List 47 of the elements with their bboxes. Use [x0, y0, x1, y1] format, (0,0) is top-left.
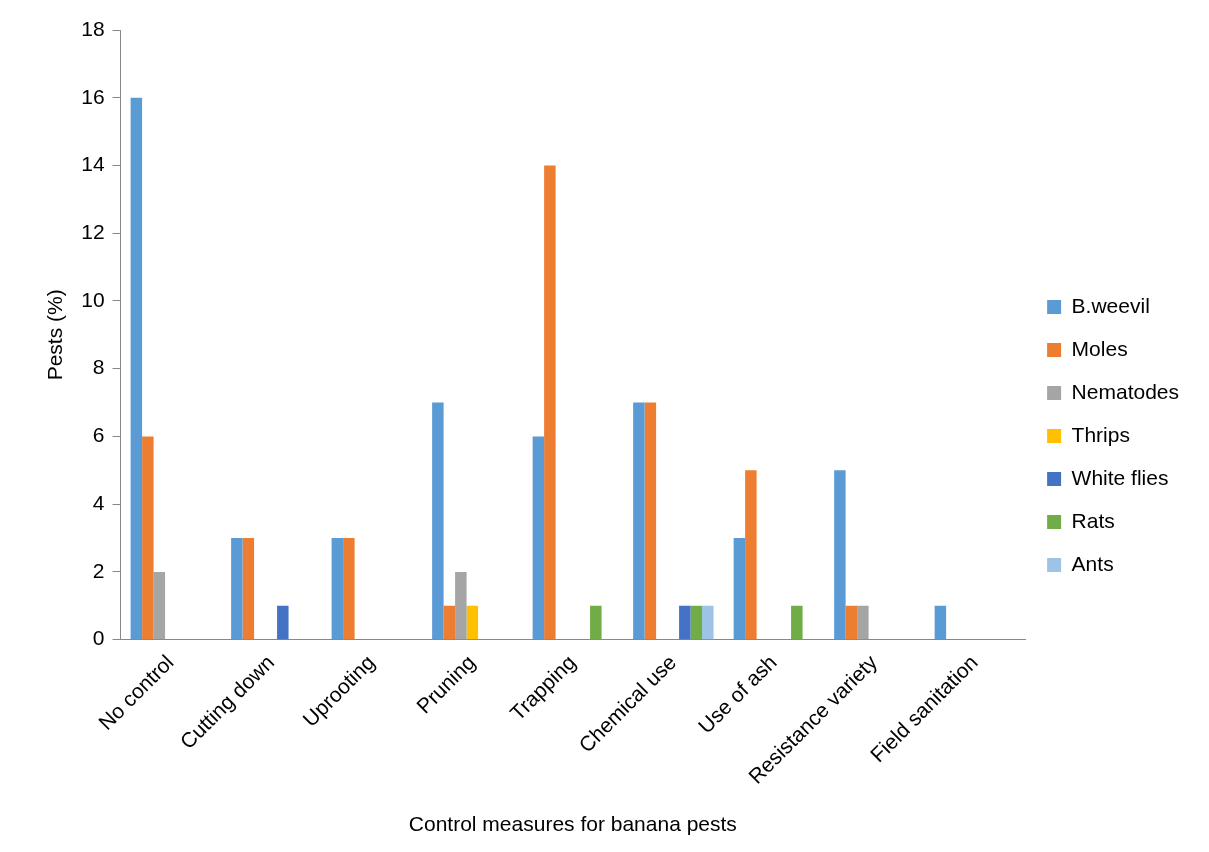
bar	[834, 470, 846, 640]
y-tick-label: 0	[92, 626, 105, 650]
bar	[466, 605, 479, 640]
bar	[733, 538, 746, 640]
bar	[845, 605, 858, 640]
x-axis-title: Control measures for banana pests	[408, 812, 737, 836]
bar	[644, 402, 657, 640]
bar	[231, 538, 243, 640]
bar	[857, 605, 869, 640]
y-tick-label: 4	[92, 490, 105, 514]
legend-label: Nematodes	[1071, 379, 1179, 403]
y-tick-label: 12	[81, 220, 105, 244]
legend-label: White flies	[1071, 465, 1169, 489]
legend-label: Rats	[1071, 508, 1115, 532]
bar	[633, 402, 645, 640]
y-tick-label: 2	[92, 558, 105, 582]
y-tick-label: 10	[81, 287, 105, 311]
bar	[590, 605, 602, 640]
bar	[343, 538, 355, 640]
bar	[277, 605, 289, 640]
bar	[690, 605, 703, 640]
x-tick-label: Use of ash	[693, 650, 781, 738]
bar	[679, 605, 691, 640]
bar	[532, 436, 545, 640]
bar	[432, 402, 444, 640]
bar	[142, 436, 154, 640]
bar	[153, 571, 166, 640]
bar	[544, 165, 556, 640]
y-tick-label: 8	[92, 355, 105, 379]
y-axis-title: Pests (%)	[43, 289, 67, 381]
y-tick-label: 16	[81, 84, 105, 108]
y-tick-label: 14	[81, 152, 105, 176]
y-tick-label: 6	[92, 423, 105, 447]
bar	[443, 605, 456, 640]
bar	[331, 538, 344, 640]
bar	[242, 538, 255, 640]
bar	[745, 470, 757, 640]
y-tick-label: 18	[81, 16, 105, 40]
legend-label: Ants	[1071, 551, 1114, 575]
legend-label: B.weevil	[1071, 293, 1150, 317]
legend-label: Thrips	[1071, 422, 1130, 446]
legend-label: Moles	[1071, 336, 1128, 360]
bar	[130, 97, 143, 640]
bar	[934, 605, 947, 640]
bar	[702, 605, 714, 640]
bar	[791, 605, 803, 640]
bar	[455, 571, 467, 640]
